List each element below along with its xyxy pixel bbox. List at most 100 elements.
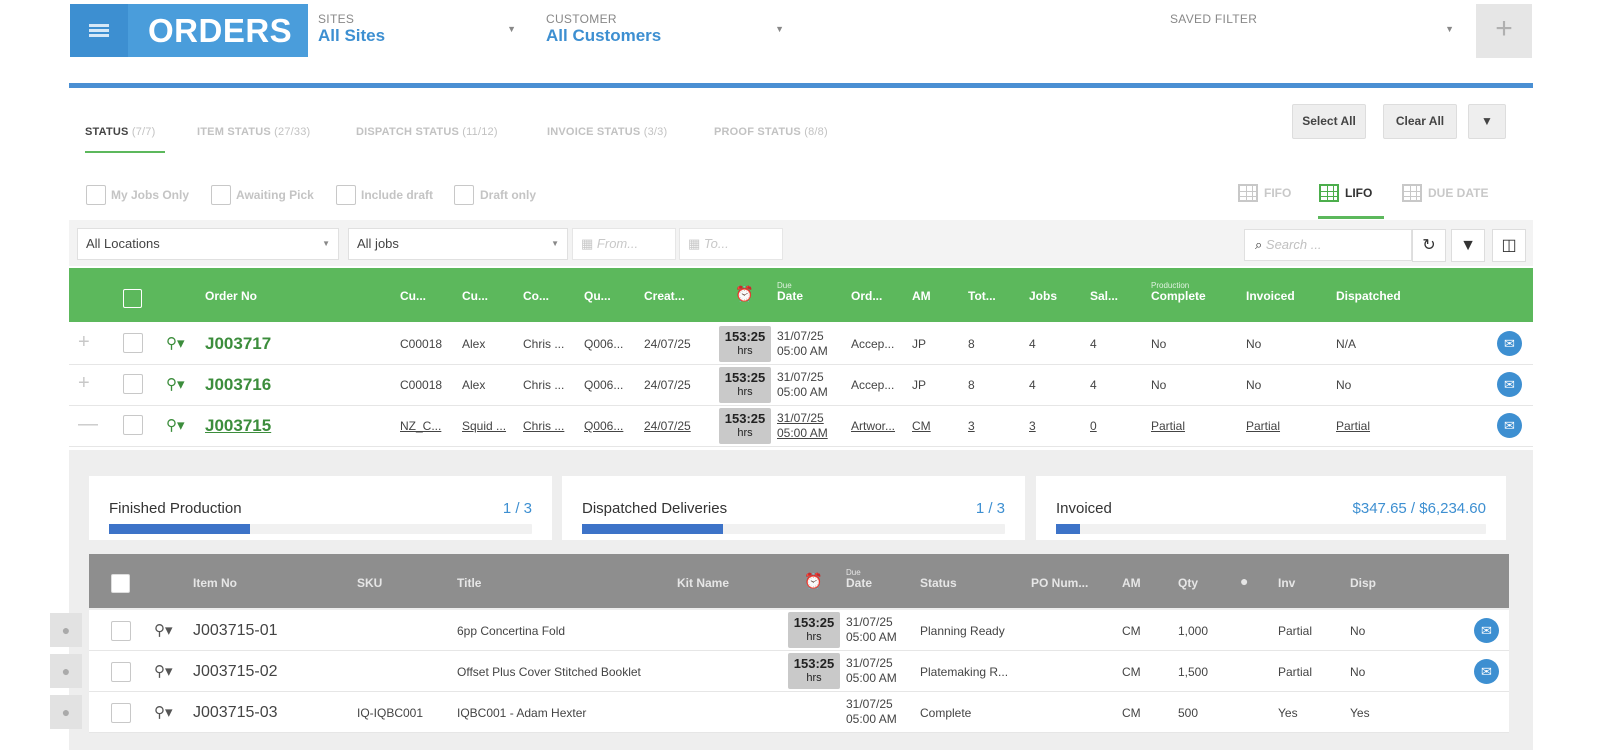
col-sal[interactable]: Sal... [1090, 289, 1119, 303]
expand-toggle[interactable]: — [78, 413, 98, 435]
select-all-button[interactable]: Select All [1292, 104, 1366, 139]
cell-cu2: Squid ... [462, 419, 507, 433]
add-filter-button[interactable]: + [1476, 4, 1532, 58]
tab-count: (8/8) [804, 126, 828, 138]
search-dropdown-icon[interactable]: ⚲▾ [166, 335, 185, 352]
col-inv[interactable]: Inv [1278, 576, 1296, 590]
col-complete[interactable]: Production Complete [1151, 281, 1206, 303]
time-unit: hrs [806, 631, 822, 643]
order-row[interactable] [69, 324, 1533, 365]
email-icon[interactable]: ✉ [1474, 659, 1499, 684]
col-qty[interactable]: Qty [1178, 576, 1199, 590]
draft-only-checkbox[interactable] [454, 185, 474, 205]
search-dropdown-icon[interactable]: ⚲▾ [166, 376, 185, 393]
col-title[interactable]: Title [457, 576, 482, 590]
search-input[interactable]: ⌕ Search ... [1244, 229, 1412, 261]
col-am[interactable]: AM [1122, 576, 1141, 590]
menu-button[interactable] [70, 4, 128, 57]
item-number[interactable]: J003715-01 [193, 622, 278, 639]
item-checkbox[interactable] [111, 662, 131, 682]
col-created[interactable]: Creat... [644, 289, 685, 303]
col-cu2[interactable]: Cu... [462, 289, 488, 303]
tab-invoice-status[interactable]: INVOICE STATUS (3/3) [547, 126, 667, 138]
col-sku[interactable]: SKU [357, 576, 383, 590]
item-checkbox[interactable] [111, 703, 131, 723]
from-date-input[interactable]: ▦ From... [572, 228, 676, 260]
sort-due-date[interactable]: DUE DATE [1402, 184, 1488, 202]
select-all-orders-checkbox[interactable] [123, 289, 142, 308]
assign-user-icon[interactable]: ● [50, 695, 82, 729]
order-row[interactable] [69, 365, 1533, 406]
expand-toggle[interactable]: + [78, 372, 90, 394]
filter-button[interactable]: ▼ [1451, 229, 1485, 262]
tab-item-status[interactable]: ITEM STATUS (27/33) [197, 126, 310, 138]
col-disp[interactable]: Disp [1350, 576, 1377, 590]
email-icon[interactable]: ✉ [1497, 331, 1522, 356]
email-icon[interactable]: ✉ [1474, 618, 1499, 643]
jobs-select[interactable]: All jobs ▼ [348, 228, 568, 260]
order-checkbox[interactable] [123, 415, 143, 435]
refresh-button[interactable]: ↻ [1412, 229, 1446, 262]
time-remaining-badge: 153:25 hrs [788, 653, 840, 689]
item-checkbox[interactable] [111, 621, 131, 641]
col-dispatched[interactable]: Dispatched [1336, 289, 1401, 303]
order-row[interactable] [69, 406, 1533, 447]
assign-user-icon[interactable]: ● [50, 613, 82, 647]
item-number[interactable]: J003715-02 [193, 663, 278, 680]
col-due-date[interactable]: Due Date [777, 281, 803, 303]
item-row[interactable] [89, 692, 1509, 733]
order-number-link[interactable]: J003715 [205, 416, 272, 435]
col-cu1[interactable]: Cu... [400, 289, 426, 303]
filter-options-button[interactable]: ▼ [1468, 104, 1506, 139]
due-time: 05:00 AM [846, 712, 897, 726]
clear-all-button[interactable]: Clear All [1383, 104, 1457, 139]
sort-lifo[interactable]: LIFO [1319, 184, 1372, 202]
col-qu[interactable]: Qu... [584, 289, 611, 303]
search-dropdown-icon[interactable]: ⚲▾ [154, 663, 173, 680]
select-all-items-checkbox[interactable] [111, 574, 130, 593]
include-draft-checkbox[interactable] [336, 185, 356, 205]
col-am[interactable]: AM [912, 289, 931, 303]
order-number-link[interactable]: J003717 [205, 334, 272, 353]
assign-user-icon[interactable]: ● [50, 654, 82, 688]
col-tot[interactable]: Tot... [968, 289, 996, 303]
expand-toggle[interactable]: + [78, 331, 90, 353]
cell-tot: 3 [968, 419, 975, 433]
col-invoiced[interactable]: Invoiced [1246, 289, 1295, 303]
col-due-date[interactable]: Due Date [846, 568, 872, 590]
my-jobs-only-label: My Jobs Only [111, 188, 190, 202]
search-dropdown-icon[interactable]: ⚲▾ [166, 417, 185, 434]
order-checkbox[interactable] [123, 333, 143, 353]
search-dropdown-icon[interactable]: ⚲▾ [154, 622, 173, 639]
col-jobs[interactable]: Jobs [1029, 289, 1058, 303]
tab-proof-status[interactable]: PROOF STATUS (8/8) [714, 126, 828, 138]
to-placeholder: To... [703, 236, 729, 251]
email-icon[interactable]: ✉ [1497, 372, 1522, 397]
col-ord[interactable]: Ord... [851, 289, 883, 303]
awaiting-pick-checkbox[interactable] [211, 185, 231, 205]
item-number[interactable]: J003715-03 [193, 704, 278, 721]
col-status[interactable]: Status [920, 576, 957, 590]
cell-am: JP [912, 378, 927, 392]
location-select[interactable]: All Locations ▼ [77, 228, 339, 260]
columns-button[interactable]: ◫ [1492, 229, 1526, 262]
col-co[interactable]: Co... [523, 289, 549, 303]
col-kit-name[interactable]: Kit Name [677, 576, 730, 590]
col-po-number[interactable]: PO Num... [1031, 576, 1089, 590]
my-jobs-only-checkbox[interactable] [86, 185, 106, 205]
col-order-no[interactable]: Order No [205, 289, 258, 303]
email-icon[interactable]: ✉ [1497, 413, 1522, 438]
tab-status[interactable]: STATUS (7/7) [85, 126, 155, 138]
cell-status: Planning Ready [920, 624, 1005, 638]
cell-jobs: 4 [1029, 378, 1036, 392]
sites-dropdown[interactable]: SITES All Sites ▼ [308, 4, 528, 57]
saved-filter-dropdown[interactable]: SAVED FILTER ▼ [1160, 4, 1466, 57]
sort-fifo[interactable]: FIFO [1238, 184, 1291, 202]
search-dropdown-icon[interactable]: ⚲▾ [154, 704, 173, 721]
col-item-no[interactable]: Item No [193, 576, 238, 590]
order-number-link[interactable]: J003716 [205, 375, 272, 394]
tab-dispatch-status[interactable]: DISPATCH STATUS (11/12) [356, 126, 498, 138]
order-checkbox[interactable] [123, 374, 143, 394]
customer-dropdown[interactable]: CUSTOMER All Customers ▼ [536, 4, 796, 57]
to-date-input[interactable]: ▦ To... [679, 228, 783, 260]
